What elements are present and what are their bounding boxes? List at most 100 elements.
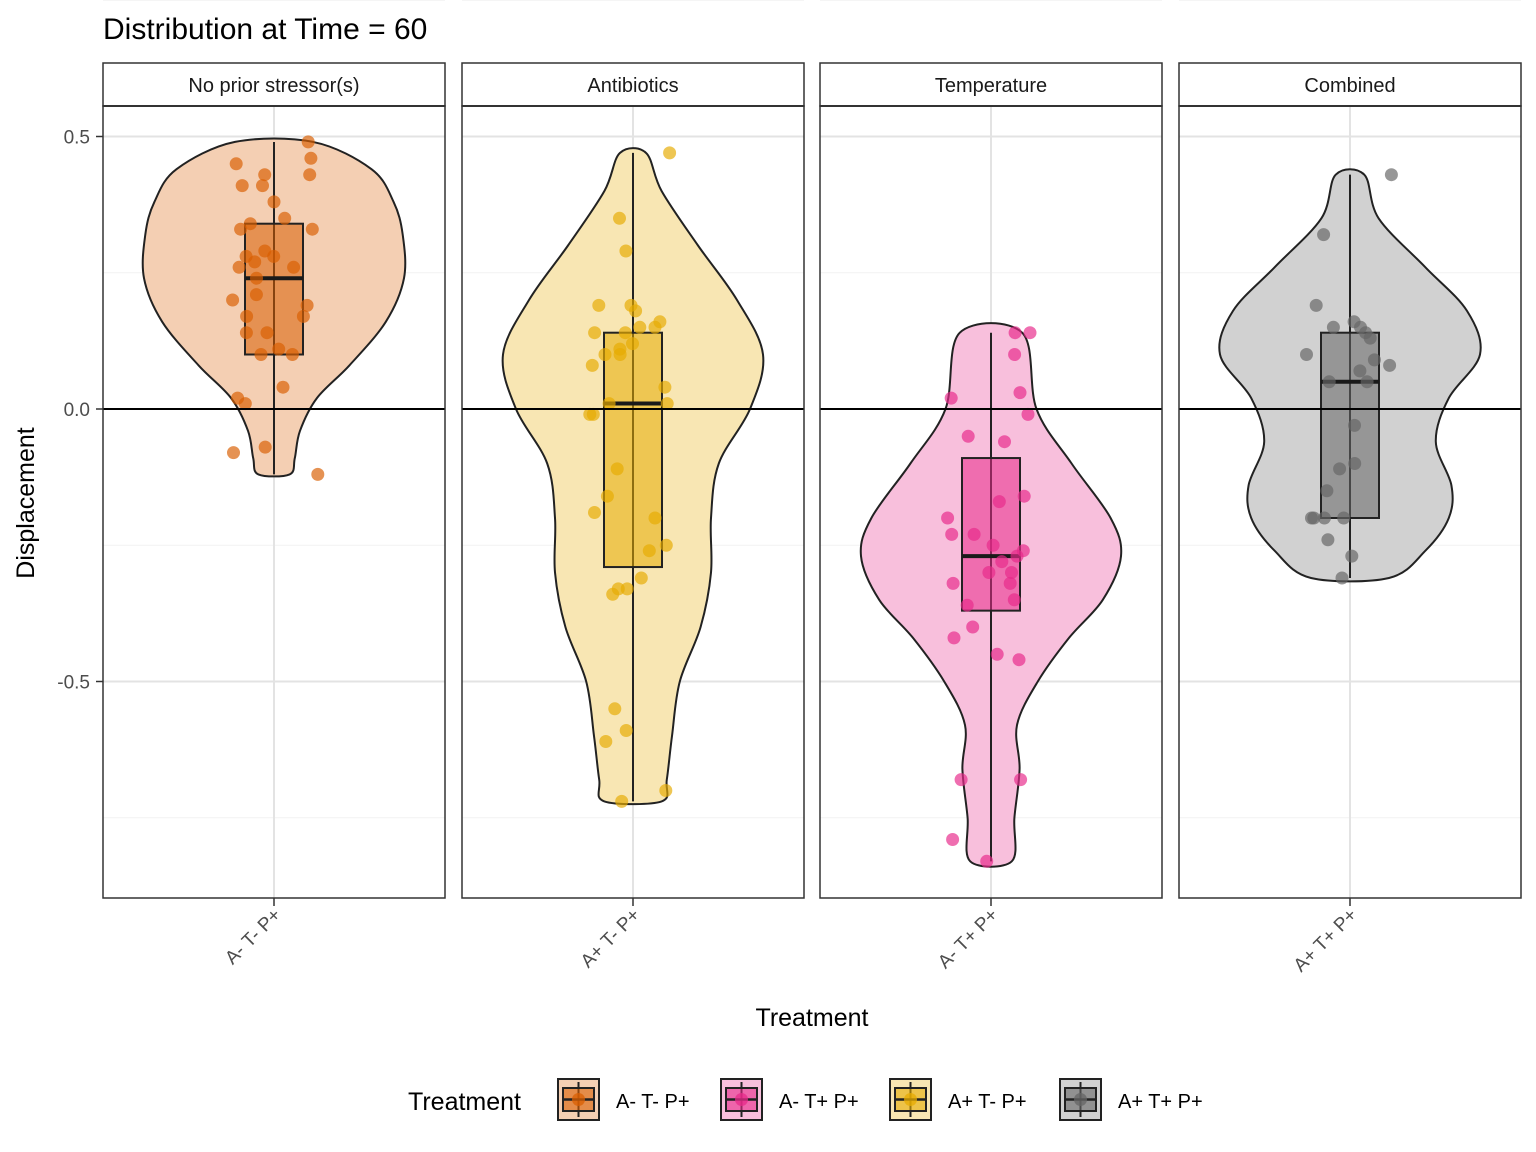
facet-strip-label: Antibiotics — [587, 75, 678, 97]
data-point — [1317, 511, 1331, 525]
data-point — [278, 211, 292, 225]
data-point — [659, 784, 673, 797]
data-point — [1008, 348, 1022, 361]
facet-panels: No prior stressor(s)A- T- P+AntibioticsA… — [102, 0, 1522, 977]
legend-entry: A- T+ P+ — [720, 1078, 859, 1121]
legend-entry: A+ T+ P+ — [1059, 1078, 1203, 1121]
data-point — [980, 854, 994, 868]
data-point — [619, 724, 633, 737]
data-point — [585, 358, 599, 372]
legend-items: A- T- P+ A- T+ P+ A+ T- P+ A+ T+ P+ — [557, 1078, 1203, 1121]
data-point — [305, 222, 319, 236]
y-tick-label: -0.5 — [57, 673, 90, 694]
facet-panel: Combined A+ T+ P+ — [1178, 0, 1522, 977]
data-point — [967, 527, 981, 541]
x-tick-label: A- T+ P+ — [934, 905, 1002, 973]
data-point — [258, 168, 272, 182]
data-point — [1010, 549, 1024, 563]
data-point — [1007, 593, 1021, 607]
data-point — [226, 293, 240, 307]
x-tick-label: A+ T- P+ — [577, 905, 645, 973]
data-point — [633, 320, 647, 334]
legend-key-point — [904, 1093, 917, 1106]
data-point — [660, 397, 674, 411]
data-point — [992, 495, 1006, 509]
x-tick-label: A+ T+ P+ — [1290, 905, 1362, 977]
legend-title: Treatment — [408, 1088, 521, 1116]
data-point — [258, 440, 272, 454]
data-point — [267, 195, 281, 209]
data-point — [300, 298, 314, 312]
data-point — [1012, 653, 1026, 667]
data-point — [238, 397, 252, 411]
facet-strip-label: Temperature — [935, 75, 1047, 97]
data-point — [960, 598, 974, 612]
data-point — [648, 511, 662, 525]
data-point — [944, 391, 958, 405]
data-point — [1348, 418, 1361, 432]
data-point — [232, 260, 246, 274]
data-point — [648, 320, 662, 334]
data-point — [1014, 773, 1028, 787]
legend-label: A- T- P+ — [616, 1091, 690, 1113]
data-point — [235, 179, 249, 193]
data-point — [1335, 571, 1349, 585]
data-point — [599, 735, 613, 748]
data-point — [613, 211, 626, 225]
data-point — [966, 620, 980, 634]
data-point — [663, 146, 677, 160]
legend-key-point — [735, 1093, 748, 1106]
data-point — [287, 260, 301, 274]
data-point — [227, 446, 240, 460]
data-point — [303, 168, 317, 182]
data-point — [998, 435, 1011, 449]
data-point — [1307, 511, 1321, 525]
data-point — [602, 397, 616, 411]
data-point — [1320, 484, 1334, 498]
data-point — [1321, 533, 1335, 547]
data-point — [1017, 489, 1031, 503]
data-point — [260, 326, 274, 340]
data-point — [613, 348, 627, 361]
y-axis-title: Displacement — [12, 427, 40, 579]
data-point — [954, 773, 968, 787]
data-point — [1333, 462, 1347, 476]
data-point — [608, 702, 622, 716]
facet-strip — [819, 62, 1163, 107]
data-point — [995, 555, 1009, 569]
y-tick-label: 0.5 — [64, 128, 90, 149]
data-point — [598, 348, 612, 361]
facet-panel: Temperature A- T+ P+ — [819, 0, 1163, 973]
data-point — [947, 631, 961, 645]
data-point — [592, 298, 606, 312]
data-point — [642, 544, 656, 558]
data-point — [1363, 331, 1377, 345]
data-point — [619, 244, 633, 258]
facet-strip — [461, 62, 805, 107]
data-point — [1360, 375, 1374, 389]
data-point — [961, 429, 975, 443]
data-point — [1367, 353, 1381, 367]
data-point — [276, 380, 290, 394]
box-iqr — [603, 331, 663, 569]
data-point — [945, 527, 959, 541]
data-point — [600, 489, 614, 503]
data-point — [1021, 407, 1035, 421]
y-axis: 0.5 0.0 -0.5 — [57, 128, 103, 694]
data-point — [254, 348, 268, 361]
data-point — [1300, 348, 1313, 361]
data-point — [626, 337, 639, 351]
data-point — [1005, 566, 1018, 579]
data-point — [256, 179, 269, 193]
data-point — [1353, 364, 1367, 378]
data-point — [659, 538, 673, 552]
data-point — [586, 407, 600, 421]
facet-strip — [102, 62, 446, 107]
data-point — [249, 288, 263, 302]
data-point — [267, 249, 281, 263]
data-point — [1317, 228, 1331, 242]
facet-strip-label: Combined — [1304, 75, 1395, 97]
data-point — [941, 511, 955, 525]
data-point — [1322, 375, 1336, 389]
